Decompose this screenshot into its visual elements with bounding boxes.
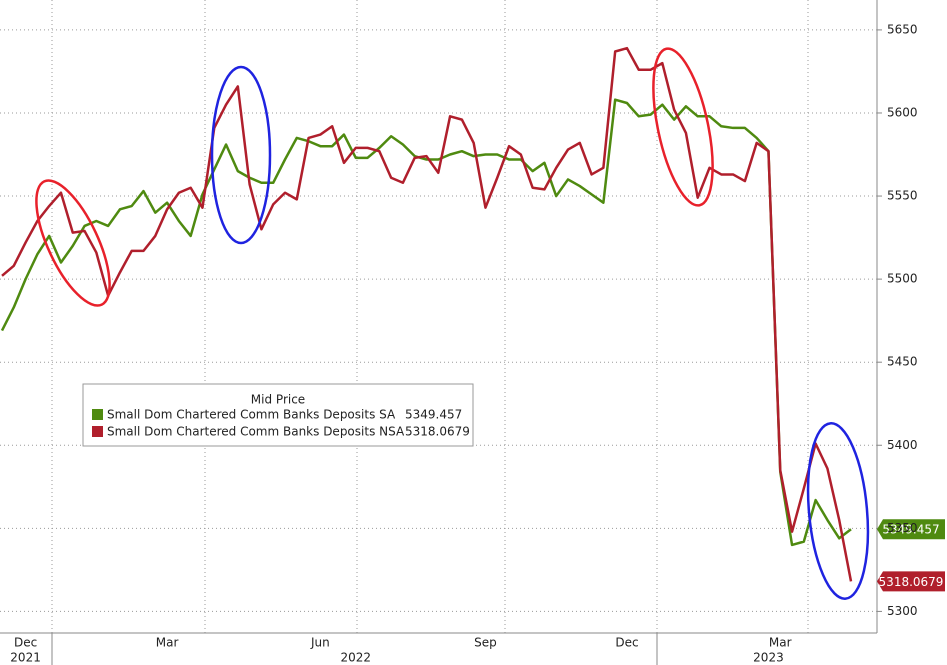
series-line [1, 46, 853, 582]
legend-value: 5318.0679 [405, 425, 470, 439]
annotation-ellipse [35, 179, 111, 307]
x-tick-label: Sep [474, 636, 497, 650]
x-tick-label: Mar [769, 636, 792, 650]
x-tick-label: Mar [156, 636, 179, 650]
legend-swatch [92, 426, 103, 437]
legend: Mid Price Small Dom Chartered Comm Banks… [82, 383, 474, 447]
y-tick-label: 5400 [887, 438, 918, 452]
x-tick-label: Jun [310, 636, 330, 650]
value-tag-label: 5349.457 [882, 523, 939, 537]
y-tick-label: 5350 [887, 521, 918, 535]
annotation-ellipse [652, 47, 714, 207]
value-tag [877, 571, 945, 592]
value-tag [877, 519, 945, 540]
last-value-tags: 5349.457 5318.0679 [877, 519, 945, 592]
x-year-label: 2021 [10, 651, 41, 665]
quarter-separators [51, 0, 809, 633]
series-line [0, 98, 852, 547]
x-tick-label: Dec [14, 636, 37, 650]
annotations [35, 47, 870, 600]
legend-title: Mid Price [251, 393, 305, 407]
legend-swatch [92, 409, 103, 420]
legend-label: Small Dom Chartered Comm Banks Deposits … [107, 408, 396, 422]
x-year-label: 2023 [753, 651, 784, 665]
y-tick-label: 5650 [887, 22, 918, 36]
y-tick-label: 5600 [887, 105, 918, 119]
x-tick-label: Dec [615, 636, 638, 650]
y-tick-label: 5300 [887, 604, 918, 618]
annotation-ellipse [806, 422, 870, 600]
legend-label: Small Dom Chartered Comm Banks Deposits … [107, 425, 405, 439]
legend-items: Small Dom Chartered Comm Banks Deposits … [92, 408, 470, 439]
plot [0, 29, 882, 612]
annotation-ellipse [210, 65, 272, 245]
legend-box [82, 383, 474, 447]
x-year-label: 2022 [340, 651, 371, 665]
value-tag-label: 5318.0679 [879, 575, 944, 589]
y-tick-label: 5500 [887, 272, 918, 286]
y-tick-label: 5550 [887, 189, 918, 203]
legend-value: 5349.457 [405, 408, 462, 422]
y-tick-label: 5450 [887, 355, 918, 369]
